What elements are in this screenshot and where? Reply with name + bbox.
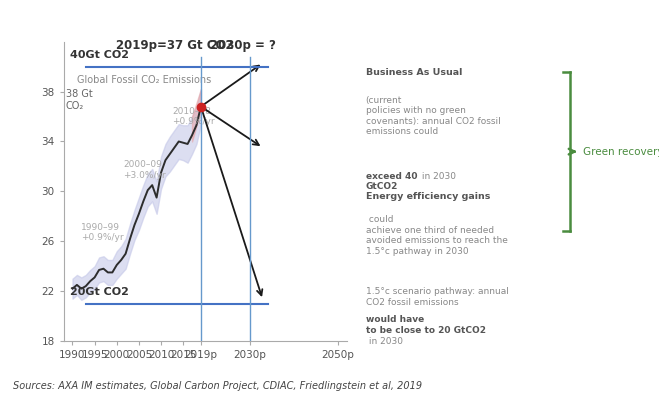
Text: 2030p = ?: 2030p = ? <box>210 39 276 52</box>
Text: Energy efficiency gains: Energy efficiency gains <box>366 192 490 201</box>
Text: 1990–99
+0.9%/yr: 1990–99 +0.9%/yr <box>81 223 124 242</box>
Text: exceed 40
GtCO2: exceed 40 GtCO2 <box>366 172 417 191</box>
Text: (current
policies with no green
covenants): annual CO2 fossil
emissions could: (current policies with no green covenant… <box>366 96 500 136</box>
Text: Sources: AXA IM estimates, Global Carbon Project, CDIAC, Friedlingstein et al, 2: Sources: AXA IM estimates, Global Carbon… <box>13 381 422 391</box>
Text: in 2030: in 2030 <box>419 172 456 181</box>
Text: 40Gt CO2: 40Gt CO2 <box>71 50 129 60</box>
Text: 2000–09
+3.0%/yr: 2000–09 +3.0%/yr <box>123 160 166 180</box>
Text: Green recovery: Green recovery <box>583 146 659 157</box>
Text: 20Gt CO2: 20Gt CO2 <box>71 287 129 297</box>
Text: 2019p=37 Gt CO2: 2019p=37 Gt CO2 <box>115 39 233 52</box>
Text: 1.5°c scenario pathway: annual
CO2 fossil emissions: 1.5°c scenario pathway: annual CO2 fossi… <box>366 287 509 307</box>
Text: 2010–18
+0.9%/yr: 2010–18 +0.9%/yr <box>172 107 215 126</box>
Text: 38 Gt
CO₂: 38 Gt CO₂ <box>66 89 93 111</box>
Text: Global Fossil CO₂ Emissions: Global Fossil CO₂ Emissions <box>77 75 211 85</box>
Text: Business As Usual: Business As Usual <box>366 68 462 77</box>
Text: in 2030: in 2030 <box>366 337 403 346</box>
Text: would have
to be close to 20 GtCO2: would have to be close to 20 GtCO2 <box>366 315 486 335</box>
Text: could
achieve one third of needed
avoided emissions to reach the
1.5°c pathway i: could achieve one third of needed avoide… <box>366 215 507 256</box>
